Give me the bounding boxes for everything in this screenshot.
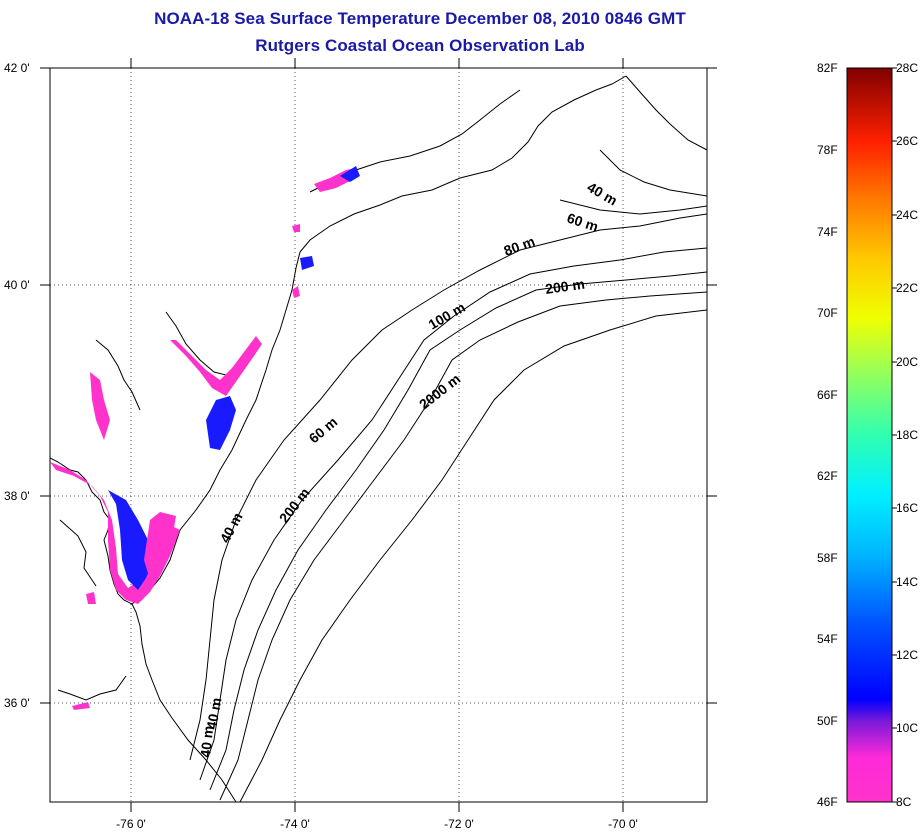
axis-ticks [40, 58, 717, 812]
longitude-labels: -76 0' -74 0' -72 0' -70 0' [116, 817, 638, 831]
lon-label: -76 0' [116, 817, 146, 831]
depth-label: 80 m [502, 233, 537, 259]
celsius-label: 24C [896, 208, 918, 222]
lon-label: -74 0' [280, 817, 310, 831]
depth-label: 100 m [426, 299, 468, 333]
depth-label: 40 m [217, 510, 246, 546]
graticule [50, 68, 707, 802]
celsius-label: 10C [896, 721, 918, 735]
celsius-label: 16C [896, 501, 918, 515]
fahrenheit-label: 46F [817, 795, 838, 809]
lat-label: 42 0' [4, 61, 30, 75]
depth-label: 200 m [276, 485, 313, 526]
celsius-label: 20C [896, 355, 918, 369]
lat-label: 36 0' [4, 696, 30, 710]
map-frame [49, 67, 708, 803]
sst-cold-water-patches [50, 166, 360, 710]
celsius-label: 14C [896, 575, 918, 589]
depth-label: 200 m [544, 276, 586, 297]
celsius-label: 18C [896, 428, 918, 442]
lat-label: 40 0' [4, 278, 30, 292]
latitude-labels: 42 0' 40 0' 38 0' 36 0' [4, 61, 30, 710]
celsius-label: 26C [896, 134, 918, 148]
fahrenheit-label: 50F [817, 714, 838, 728]
celsius-labels: 28C 26C 24C 22C 20C 18C 16C 14C 12C 10C … [896, 61, 918, 809]
celsius-label: 22C [896, 281, 918, 295]
fahrenheit-label: 62F [817, 469, 838, 483]
depth-label: 60 m [565, 210, 600, 235]
fahrenheit-label: 58F [817, 551, 838, 565]
map-title: NOAA-18 Sea Surface Temperature December… [154, 9, 686, 28]
fahrenheit-label: 66F [817, 388, 838, 402]
lon-label: -72 0' [444, 817, 474, 831]
celsius-label: 8C [896, 795, 912, 809]
lon-label: -70 0' [608, 817, 638, 831]
map-subtitle: Rutgers Coastal Ocean Observation Lab [255, 36, 585, 55]
depth-label: 40 m [585, 179, 621, 209]
fahrenheit-labels: 82F 78F 74F 70F 66F 62F 58F 54F 50F 46F [817, 61, 838, 809]
celsius-label: 12C [896, 648, 918, 662]
bathymetry-contours [189, 149, 707, 802]
fahrenheit-label: 82F [817, 61, 838, 75]
coastline [50, 75, 707, 802]
fahrenheit-label: 54F [817, 632, 838, 646]
fahrenheit-label: 74F [817, 225, 838, 239]
color-scale-bar [846, 67, 897, 803]
fahrenheit-label: 70F [817, 306, 838, 320]
fahrenheit-label: 78F [817, 143, 838, 157]
depth-label: 60 m [306, 414, 341, 447]
celsius-label: 28C [896, 61, 918, 75]
depth-label: 40 m [197, 725, 216, 758]
depth-label: 40 m [203, 696, 224, 730]
depth-label: 2000 m [416, 371, 463, 413]
lat-label: 38 0' [4, 489, 30, 503]
